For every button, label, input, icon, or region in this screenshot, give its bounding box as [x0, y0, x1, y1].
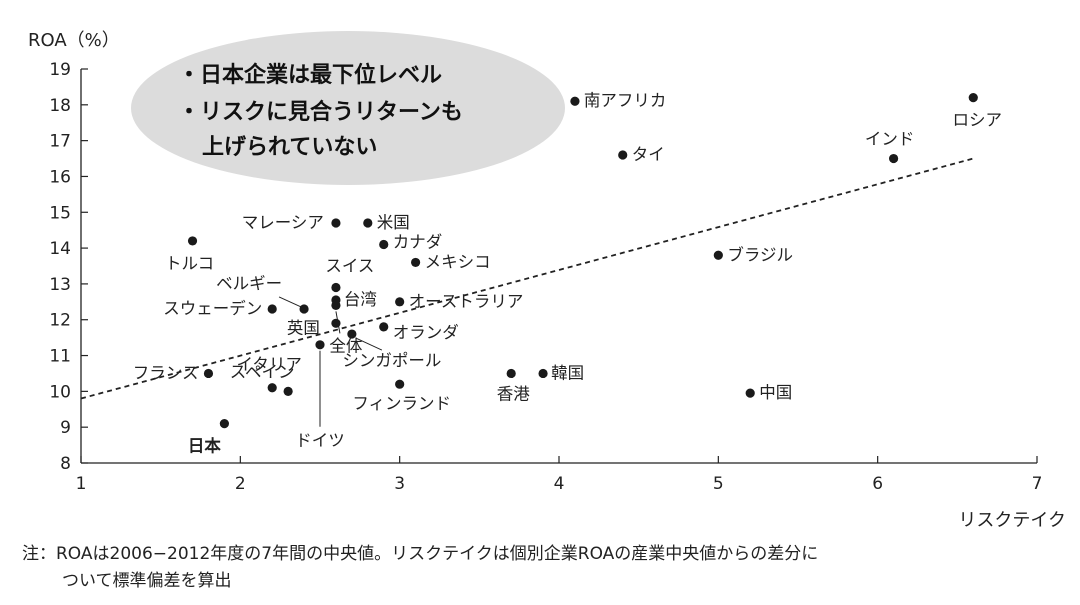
- data-point: [713, 250, 723, 260]
- point-label: スペイン: [230, 362, 295, 381]
- point-label: スウェーデン: [163, 298, 262, 318]
- footnote-line-1: 注：ROAは2006−2012年度の7年間の中央値。リスクテイクは個別企業ROA…: [22, 544, 819, 564]
- data-point: [331, 295, 341, 305]
- point-label: 香港: [497, 384, 531, 403]
- point-label: ブラジル: [727, 244, 793, 264]
- data-point: [267, 304, 277, 314]
- data-point: [506, 368, 516, 379]
- point-label: タイ: [632, 145, 665, 164]
- data-point: [315, 340, 325, 350]
- point-label: トルコ: [165, 254, 214, 273]
- y-tick-label: 8: [60, 454, 71, 474]
- point-label: スイス: [325, 256, 374, 275]
- y-tick-label: 18: [49, 96, 71, 116]
- x-axis-title: リスクテイク: [958, 510, 1066, 531]
- data-point: [889, 153, 899, 164]
- y-tick-label: 9: [60, 418, 71, 438]
- data-point: [379, 322, 389, 332]
- point-label: カナダ: [393, 233, 443, 252]
- data-point: [411, 257, 421, 268]
- y-tick-label: 16: [49, 167, 71, 187]
- x-tick-label: 1: [76, 474, 87, 494]
- point-label: オランダ: [393, 323, 459, 342]
- data-point: [283, 386, 293, 396]
- point-label: 中国: [759, 383, 792, 402]
- x-tick-label: 7: [1032, 474, 1043, 494]
- y-tick-label: 12: [49, 311, 71, 331]
- callout-line: ・日本企業は最下位レベル: [178, 62, 442, 88]
- y-tick-label: 14: [49, 239, 71, 259]
- point-label: インド: [865, 130, 915, 149]
- point-label: 南アフリカ: [584, 91, 667, 110]
- data-point: [745, 388, 755, 398]
- data-point: [219, 419, 229, 429]
- y-tick-label: 15: [49, 203, 71, 223]
- data-point: [187, 236, 198, 246]
- data-point: [331, 282, 341, 293]
- trendline: [80, 157, 974, 400]
- x-tick-label: 4: [554, 474, 565, 494]
- footnote-line-2: ついて標準偏差を算出: [62, 571, 232, 591]
- data-point: [538, 368, 548, 379]
- data-point: [203, 368, 214, 379]
- point-label: メキシコ: [425, 252, 491, 271]
- footnote: 注：ROAは2006−2012年度の7年間の中央値。リスクテイクは個別企業ROA…: [22, 541, 1062, 595]
- point-label: 日本: [188, 436, 222, 456]
- point-label: フィンランド: [352, 394, 451, 413]
- y-tick-label: 10: [49, 382, 71, 402]
- leader-line: [278, 296, 302, 308]
- y-tick-label: 11: [49, 347, 71, 367]
- point-label: 台湾: [344, 290, 377, 309]
- y-tick-label: 17: [49, 132, 71, 152]
- data-point: [267, 383, 277, 393]
- y-axis-title: ROA（%）: [28, 30, 120, 51]
- data-point: [331, 318, 341, 328]
- data-point: [968, 93, 978, 103]
- point-label: シンガポール: [342, 351, 441, 370]
- callout-ellipse: [131, 31, 565, 185]
- x-tick-label: 5: [713, 474, 724, 494]
- point-label: ロシア: [953, 111, 1003, 130]
- point-label: オーストラリア: [409, 292, 524, 311]
- x-tick-label: 2: [235, 474, 246, 494]
- x-tick-label: 3: [394, 474, 405, 494]
- point-label: マレーシア: [242, 213, 324, 232]
- data-point: [299, 304, 309, 314]
- data-point: [570, 96, 580, 106]
- leader-line: [355, 337, 383, 351]
- callout-line: ・リスクに見合うリターンも: [178, 99, 463, 125]
- point-label: フランス: [133, 363, 199, 382]
- point-label: 韓国: [551, 363, 584, 382]
- point-label: 英国: [287, 318, 320, 337]
- data-point: [363, 218, 373, 228]
- callout-line: 上げられていない: [202, 135, 377, 160]
- data-point: [347, 329, 357, 339]
- x-tick-label: 6: [872, 474, 883, 494]
- data-point: [379, 239, 389, 250]
- point-label: ベルギー: [216, 274, 282, 293]
- point-label: イタリア: [237, 355, 302, 374]
- data-point: [395, 379, 405, 389]
- data-point: [331, 218, 341, 228]
- point-label: 全体: [329, 336, 363, 355]
- y-tick-label: 13: [49, 275, 71, 295]
- data-point: [395, 297, 405, 307]
- data-points: [187, 93, 978, 429]
- trendline-dashed: [80, 157, 974, 400]
- point-label: ドイツ: [295, 431, 345, 450]
- data-point: [618, 150, 628, 160]
- point-label: 米国: [377, 213, 410, 232]
- y-tick-label: 19: [49, 60, 71, 80]
